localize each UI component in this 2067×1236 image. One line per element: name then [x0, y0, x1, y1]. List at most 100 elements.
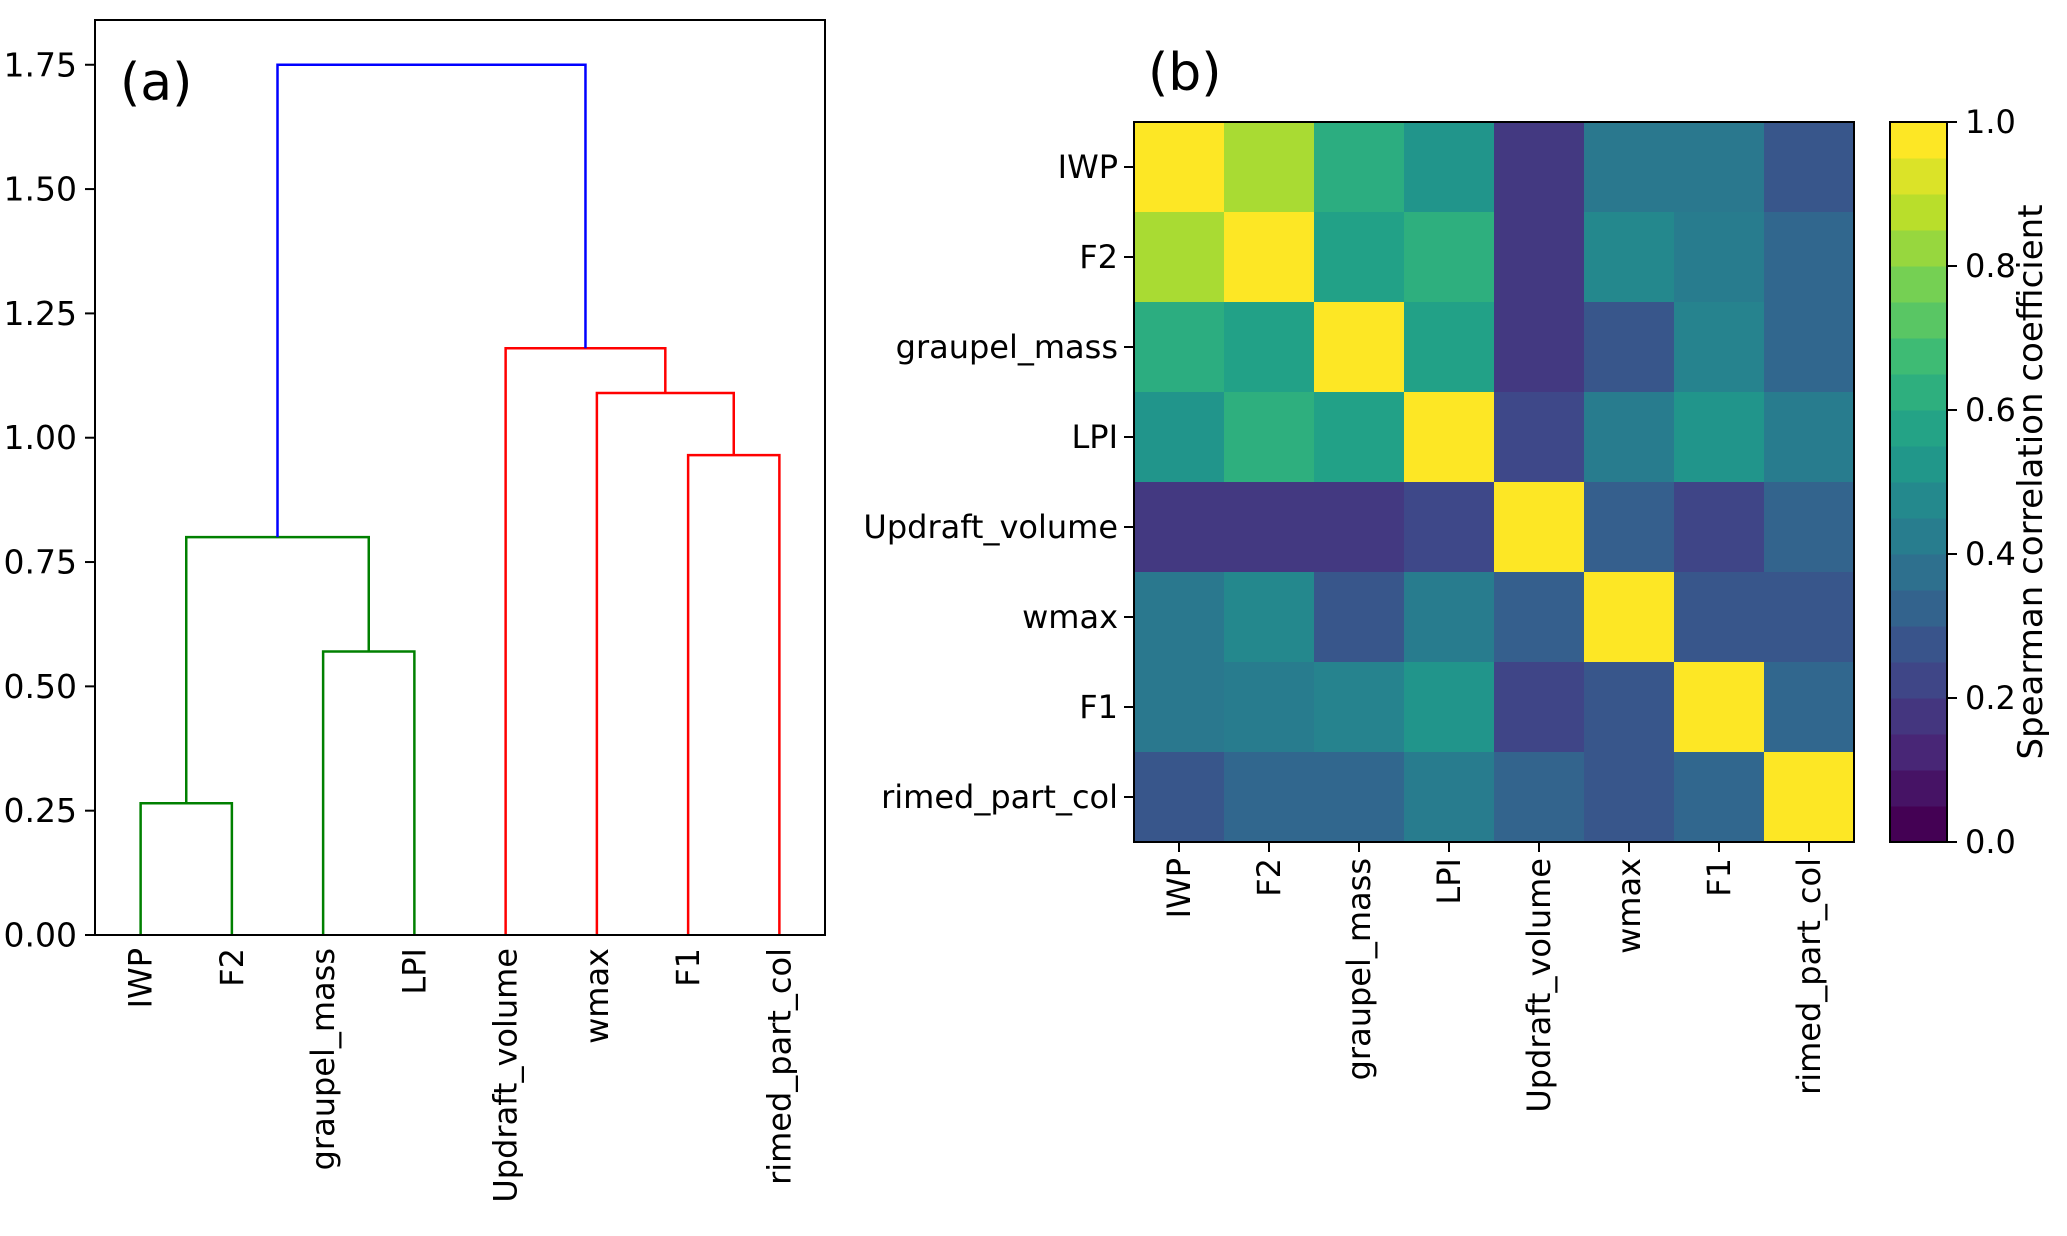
heatmap-row-label: IWP [1058, 148, 1118, 186]
dendrogram-link [595, 391, 735, 935]
y-tick-label: 0.50 [4, 667, 77, 706]
heatmap-cell [1764, 572, 1854, 662]
heatmap-cell [1674, 302, 1764, 392]
heatmap-row-label: LPI [1071, 418, 1118, 456]
heatmap-row-label: graupel_mass [896, 328, 1118, 366]
y-tick-label: 1.75 [4, 45, 77, 84]
dendrogram-leaf-label: Updraft_volume [487, 948, 525, 1203]
heatmap-cell [1764, 752, 1854, 842]
y-tick-label: 1.25 [4, 294, 77, 333]
dendrogram-leaf-label: graupel_mass [304, 948, 342, 1170]
heatmap-cell [1674, 752, 1764, 842]
dendrogram-leaf-label: wmax [578, 948, 616, 1044]
heatmap-col-label: IWP [1160, 858, 1198, 918]
dendrogram-leaf-label: F2 [213, 948, 251, 987]
colorbar-band [1890, 410, 1947, 447]
heatmap-cell [1584, 122, 1674, 212]
heatmap-cell [1314, 302, 1404, 392]
heatmap-cell [1134, 392, 1224, 482]
colorbar-tick-label: 0.0 [1965, 823, 2016, 861]
heatmap-cell [1674, 122, 1764, 212]
colorbar-band [1890, 698, 1947, 735]
colorbar-title: Spearman correlation coefficient [2011, 204, 2051, 759]
heatmap-cell [1764, 662, 1854, 752]
heatmap-cell [1404, 392, 1494, 482]
heatmap-cell [1314, 392, 1404, 482]
heatmap-row-label: rimed_part_col [881, 778, 1118, 816]
dendrogram-leaf-label: IWP [122, 948, 160, 1008]
colorbar-band [1890, 806, 1947, 843]
heatmap-cell [1674, 212, 1764, 302]
heatmap-col-label: Updraft_volume [1520, 858, 1558, 1113]
heatmap-cell [1404, 302, 1494, 392]
heatmap-cell [1584, 752, 1674, 842]
dendrogram-link [139, 801, 234, 935]
heatmap-cell [1134, 752, 1224, 842]
dendrogram-link [686, 453, 781, 935]
colorbar-band [1890, 770, 1947, 807]
heatmap-cell [1314, 572, 1404, 662]
heatmap-cell [1134, 302, 1224, 392]
heatmap-border [1133, 121, 1855, 843]
colorbar-band [1890, 302, 1947, 339]
heatmap-cell [1224, 662, 1314, 752]
dendrogram-leaf-label: LPI [395, 948, 433, 995]
heatmap-cell [1404, 122, 1494, 212]
heatmap-cell [1224, 392, 1314, 482]
heatmap-cell [1134, 482, 1224, 572]
colorbar-band [1890, 482, 1947, 519]
heatmap-cell [1674, 662, 1764, 752]
heatmap-row-label: F2 [1079, 238, 1118, 276]
heatmap-cell [1494, 572, 1584, 662]
dendrogram-link [185, 535, 370, 804]
colorbar-band [1890, 734, 1947, 771]
heatmap-cell [1404, 482, 1494, 572]
heatmap-cell [1584, 662, 1674, 752]
colorbar-tick-label: 0.2 [1965, 679, 2016, 717]
heatmap-cell [1314, 122, 1404, 212]
dendrogram-link [321, 650, 416, 935]
heatmap-cell [1404, 752, 1494, 842]
heatmap-cell [1224, 572, 1314, 662]
heatmap-cell [1224, 122, 1314, 212]
colorbar-band [1890, 194, 1947, 231]
y-tick-label: 0.75 [4, 543, 77, 582]
heatmap-cell [1314, 212, 1404, 302]
panel-b-label: (b) [1148, 43, 1222, 103]
heatmap-col-label: F1 [1700, 858, 1738, 897]
heatmap-cell [1674, 392, 1764, 482]
heatmap-cell [1404, 662, 1494, 752]
heatmap-col-label: rimed_part_col [1790, 858, 1828, 1095]
heatmap-cell [1764, 482, 1854, 572]
colorbar-border [1889, 121, 1948, 843]
heatmap-cell [1314, 752, 1404, 842]
heatmap-cell [1494, 302, 1584, 392]
y-tick-label: 1.00 [4, 418, 77, 457]
colorbar-tick-label: 0.8 [1965, 247, 2016, 285]
panel-a-dendrogram: (a) 0.00 0.25 0.50 0.75 1.00 1.25 1.50 1.75 IWP F… [4, 19, 826, 1203]
colorbar-band [1890, 230, 1947, 267]
panel-a-label: (a) [120, 53, 192, 113]
heatmap-cell [1584, 392, 1674, 482]
heatmap-cell [1494, 752, 1584, 842]
heatmap-row-label: wmax [1022, 598, 1118, 636]
colorbar-band [1890, 266, 1947, 303]
heatmap-cell [1674, 482, 1764, 572]
heatmap-cell [1674, 572, 1764, 662]
dendrogram-axes: 0.00 0.25 0.50 0.75 1.00 1.25 1.50 1.75 IWP F2 gra… [4, 19, 826, 1203]
heatmap-cell [1224, 212, 1314, 302]
dendrogram-leaf-label: F1 [669, 948, 707, 987]
heatmap-cell [1134, 212, 1224, 302]
colorbar-band [1890, 374, 1947, 411]
heatmap-row-label: F1 [1079, 688, 1118, 726]
heatmap-cell [1494, 212, 1584, 302]
colorbar-band [1890, 554, 1947, 591]
heatmap-cell [1584, 482, 1674, 572]
heatmap-cell [1494, 122, 1584, 212]
dendrogram-link [504, 346, 667, 935]
heatmap-cell [1584, 212, 1674, 302]
colorbar-band [1890, 122, 1947, 159]
colorbar: 0.0 0.2 0.4 0.6 0.8 1.0 [1889, 103, 2016, 861]
heatmap-col-label: LPI [1430, 858, 1468, 905]
